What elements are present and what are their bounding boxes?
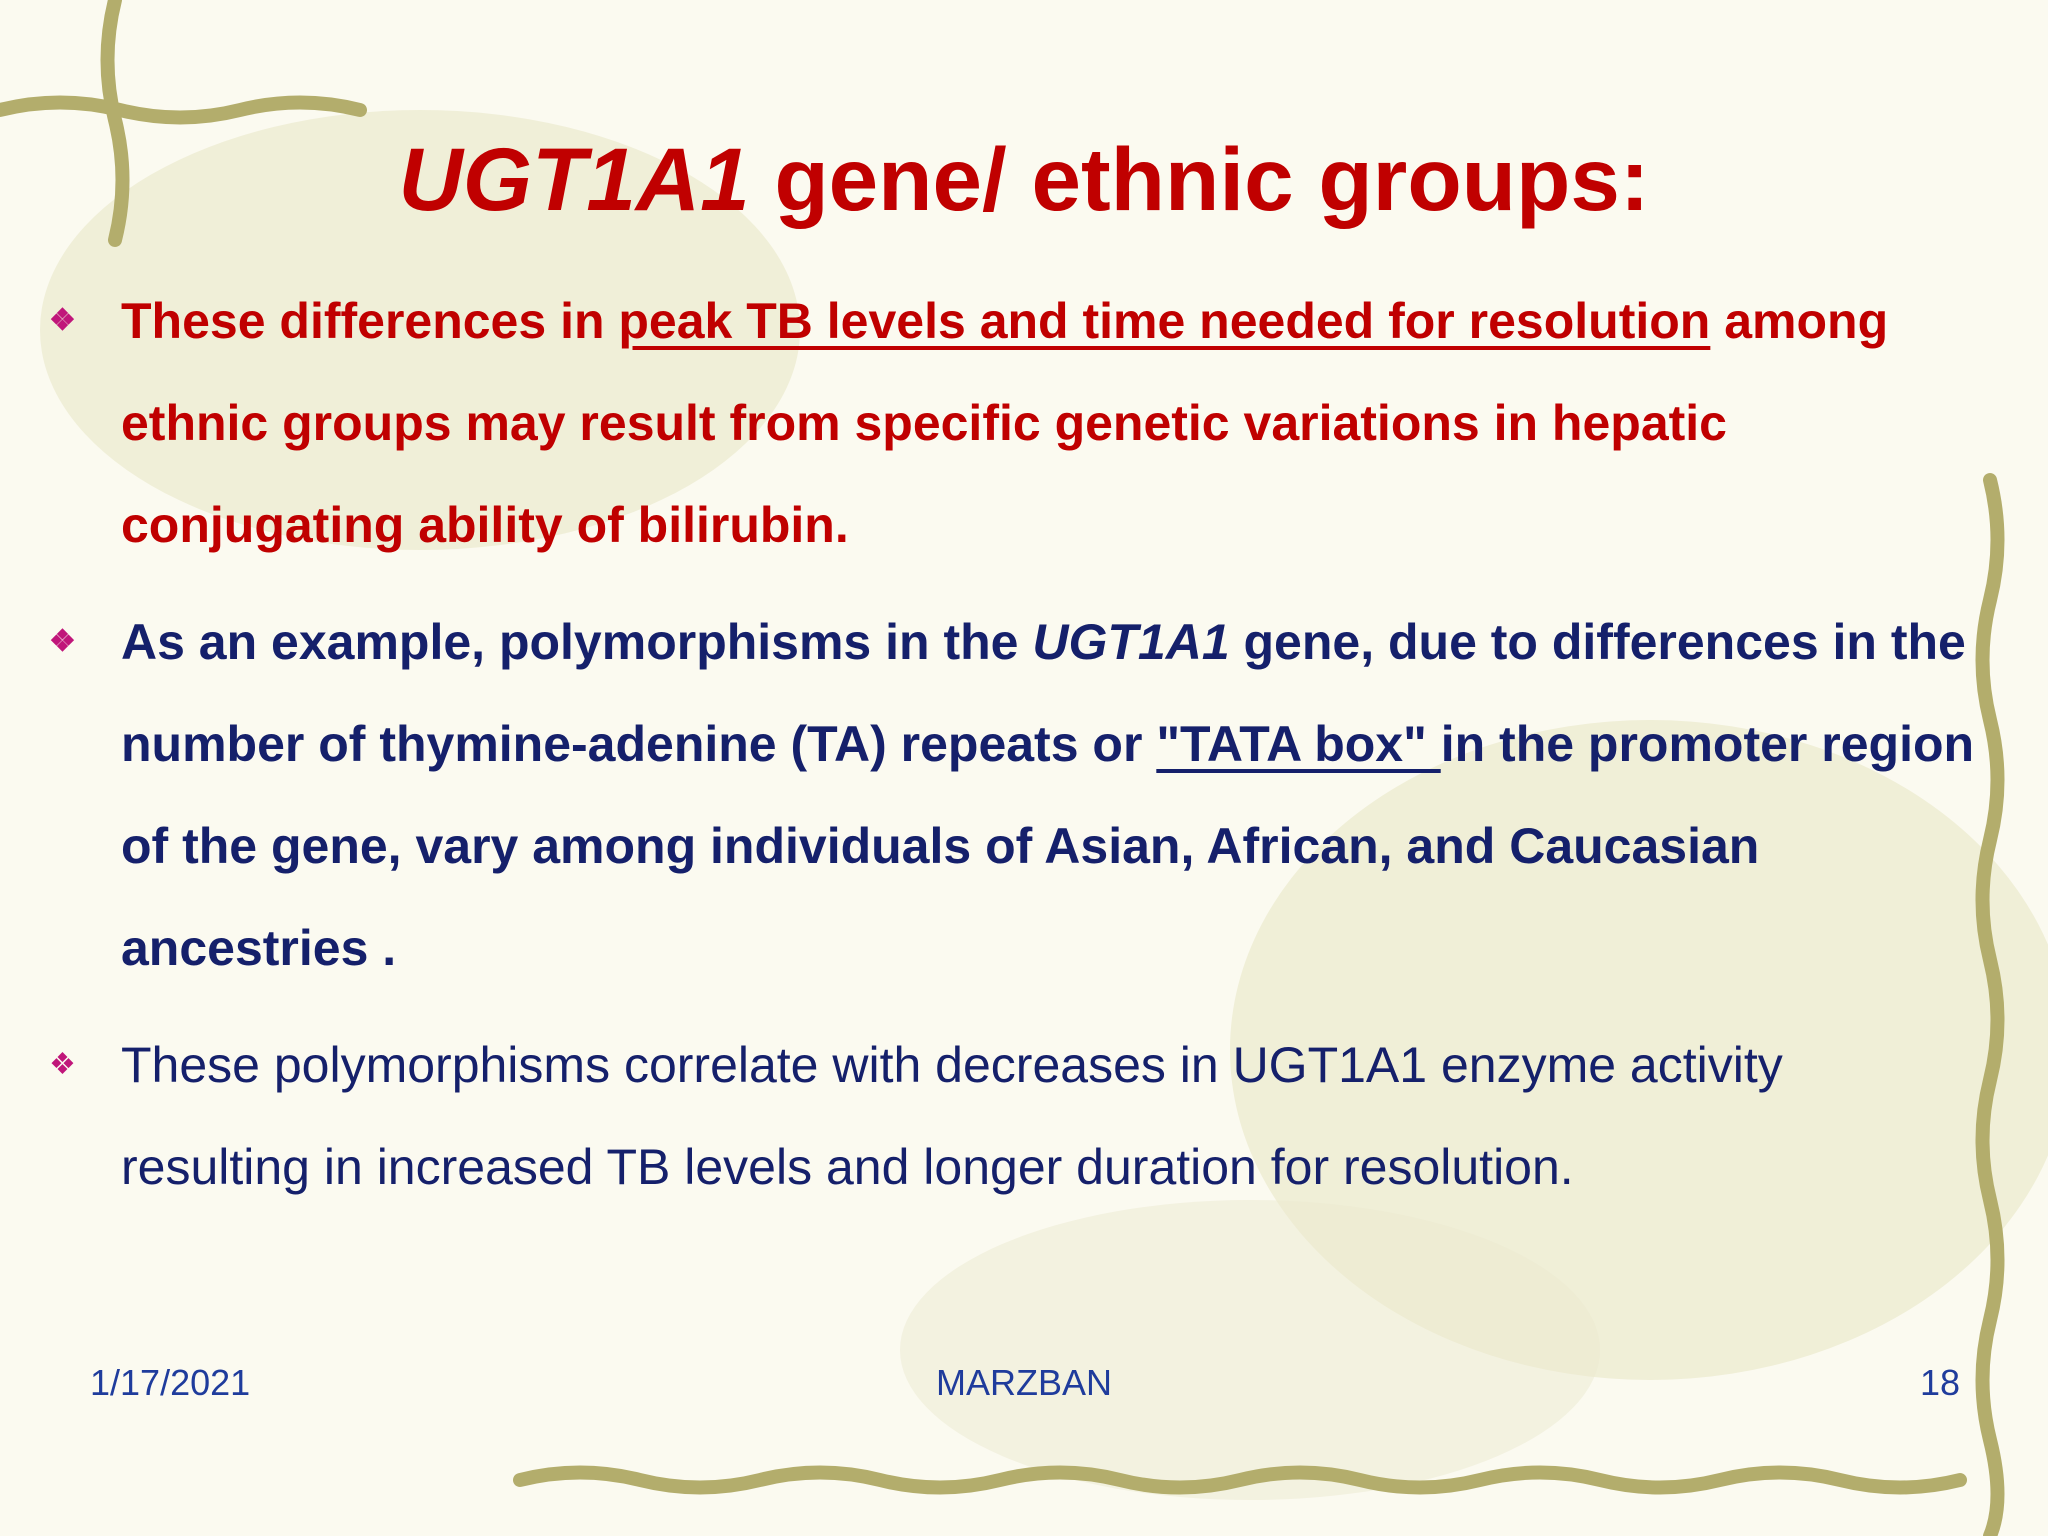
footer-author: MARZBAN [935,1362,1112,1403]
bullet-marker: ❖ [49,625,76,658]
title-italic: UGT1A1 [398,129,750,229]
bullet: ❖ These polymorphisms correlate with decr… [49,1014,1981,1218]
slide-title: UGT1A1 gene/ ethnic groups: [0,128,2048,231]
bullet-marker: ❖ [49,304,76,337]
text: These polymorphisms correlate with decre… [121,1037,1783,1195]
text: among ethnic groups may result from spec… [121,293,1889,553]
bullet: ❖ As an example, polymorphisms in the UG… [49,591,1981,999]
underlined-text: peak TB levels and time needed for resol… [618,293,1711,349]
text: gene, due to differences in the number o… [121,614,1966,772]
text: in the promoter region of the gene, vary… [121,716,1975,976]
bullet-marker: ❖ [49,1048,76,1081]
title-text: gene/ ethnic groups: [749,129,1650,229]
italic-text: UGT1A1 [1032,614,1230,670]
footer-date: 1/17/2021 [90,1362,251,1403]
text: As an example, polymorphisms in the [121,614,1033,670]
underlined-text: "TATA box" [1156,716,1441,772]
bullet: ❖ These differences in peak TB levels and… [49,270,1981,576]
text: These differences in [121,293,619,349]
page-number: 18 [1919,1362,1960,1403]
